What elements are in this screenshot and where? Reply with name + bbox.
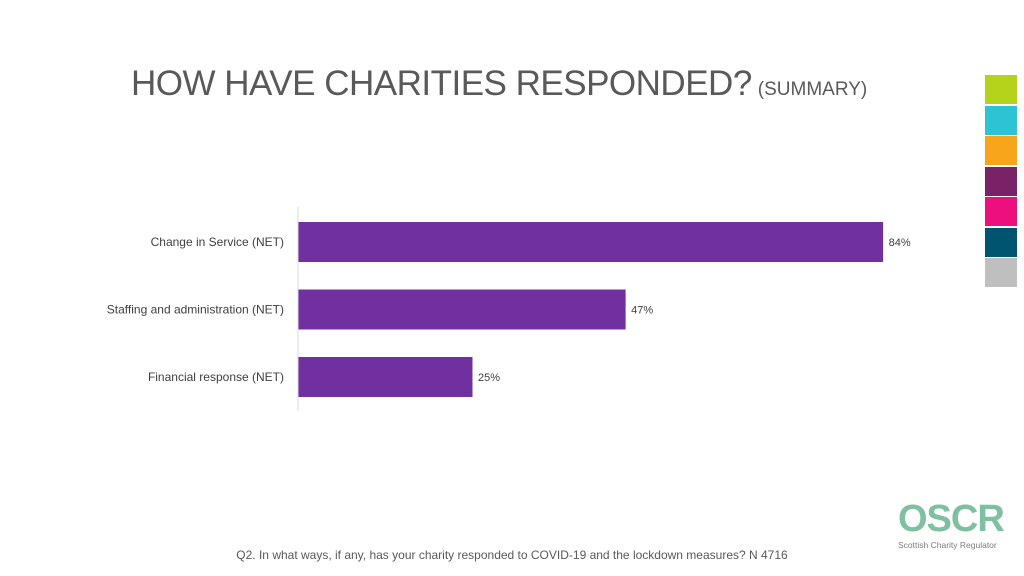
color-swatch-7 xyxy=(985,258,1017,287)
color-swatch-2 xyxy=(985,105,1017,135)
logo-wordmark: OSCR xyxy=(898,498,1005,540)
category-label-2: Staffing and administration (NET) xyxy=(107,303,284,317)
value-label-1: 84% xyxy=(889,237,911,249)
bar-1 xyxy=(298,222,884,262)
color-swatch-1 xyxy=(985,75,1017,104)
category-label-1: Change in Service (NET) xyxy=(151,235,284,249)
bar-3 xyxy=(298,357,473,397)
oscr-logo: OSCR Scottish Charity Regulator xyxy=(898,498,1005,550)
title-main: HOW HAVE CHARITIES RESPONDED? xyxy=(131,64,752,103)
title-subtitle: (SUMMARY) xyxy=(757,79,868,100)
page-title: HOW HAVE CHARITIES RESPONDED? (SUMMARY) xyxy=(131,64,911,104)
value-label-2: 47% xyxy=(631,305,653,317)
color-swatch-strip xyxy=(985,75,1017,289)
footnote: Q2. In what ways, if any, has your chari… xyxy=(236,548,788,562)
category-label-3: Financial response (NET) xyxy=(148,370,284,384)
logo-tagline: Scottish Charity Regulator xyxy=(898,540,997,550)
color-swatch-3 xyxy=(985,136,1017,165)
color-swatch-4 xyxy=(985,166,1017,196)
bar-2 xyxy=(298,289,626,330)
color-swatch-5 xyxy=(985,197,1017,226)
color-swatch-6 xyxy=(985,227,1017,257)
value-label-3: 25% xyxy=(478,372,500,384)
